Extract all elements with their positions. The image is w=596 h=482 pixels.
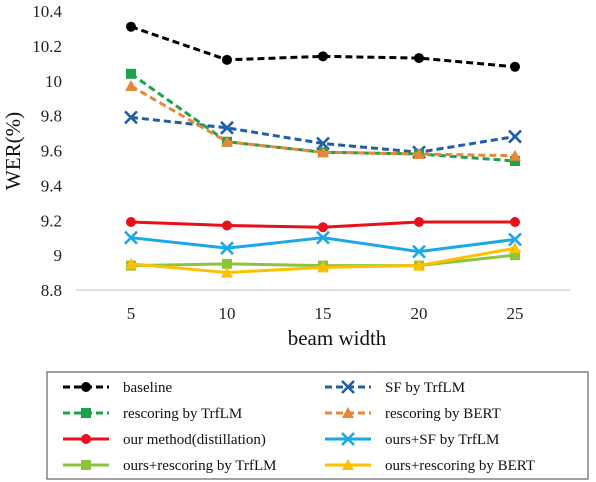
legend-label-ours-sf-by-trflm: ours+SF by TrfLM xyxy=(385,432,499,448)
data-point-ours-rescoring-by-trflm xyxy=(222,258,232,269)
data-point-ours-sf-by-trflm xyxy=(220,241,234,256)
y-tick-label: 10.4 xyxy=(32,2,62,21)
legend-label-rescoring-by-trflm: rescoring by TrfLM xyxy=(123,406,242,422)
data-point-sf-by-trflm xyxy=(124,110,138,125)
y-tick-label: 10 xyxy=(45,72,62,91)
legend-label-baseline: baseline xyxy=(123,380,172,396)
x-tick-label: 5 xyxy=(127,304,136,323)
data-point-ours-rescoring-by-bert xyxy=(413,259,425,271)
data-point-rescoring-by-bert xyxy=(509,149,521,161)
x-axis-title: beam width xyxy=(288,326,387,350)
x-tick-label: 20 xyxy=(411,304,428,323)
data-point-baseline xyxy=(318,51,328,62)
legend-marker-ours-rescoring-by-trflm xyxy=(81,460,91,470)
legend-label-rescoring-by-bert: rescoring by BERT xyxy=(385,406,501,422)
y-tick-label: 9.8 xyxy=(41,107,62,126)
data-point-baseline xyxy=(126,21,136,32)
data-point-baseline xyxy=(222,54,232,65)
y-tick-label: 10.2 xyxy=(32,37,62,56)
data-point-ours-rescoring-by-bert xyxy=(221,266,233,278)
data-point-ours-rescoring-by-trflm xyxy=(510,250,520,261)
series-line-ours-sf-by-trflm xyxy=(130,236,516,254)
legend-label-ours-rescoring-by-trflm: ours+rescoring by TrfLM xyxy=(123,458,276,474)
x-tick-label: 10 xyxy=(219,304,236,323)
x-tick-label: 15 xyxy=(315,304,332,323)
data-point-our-method-distillation xyxy=(222,220,232,231)
x-tick-label: 25 xyxy=(507,304,524,323)
data-point-ours-sf-by-trflm xyxy=(316,230,330,245)
data-point-our-method-distillation xyxy=(126,216,136,227)
series-line-baseline xyxy=(130,25,516,69)
data-point-baseline xyxy=(510,61,520,72)
data-point-rescoring-by-bert xyxy=(125,79,137,91)
data-point-ours-rescoring-by-bert xyxy=(509,242,521,254)
data-point-sf-by-trflm xyxy=(220,120,234,135)
legend-label-sf-by-trflm: SF by TrfLM xyxy=(385,380,465,396)
legend-marker-ours-rescoring-by-bert xyxy=(342,459,354,470)
plot-area: 8.8 9 9.2 9.4 9.6 9.8 10 10.2 10.4 5 10 15 20 25 xyxy=(32,2,570,323)
data-point-rescoring-by-trflm xyxy=(126,68,136,79)
data-point-ours-sf-by-trflm xyxy=(412,244,426,259)
data-point-sf-by-trflm xyxy=(508,129,522,144)
legend-marker-our-method-distillation xyxy=(81,434,91,444)
legend-marker-baseline xyxy=(81,382,91,392)
data-point-rescoring-by-bert xyxy=(317,146,329,158)
data-point-rescoring-by-bert xyxy=(221,135,233,147)
y-tick-label: 9.2 xyxy=(41,211,62,230)
legend-marker-ours-sf-by-trflm xyxy=(341,432,355,446)
data-point-rescoring-by-trflm xyxy=(510,155,520,166)
y-tick-label: 8.8 xyxy=(41,281,62,300)
legend-marker-rescoring-by-trflm xyxy=(81,408,91,418)
y-tick-label: 9.6 xyxy=(41,142,62,161)
legend-marker-sf-by-trflm xyxy=(341,380,355,394)
legend-marker-rescoring-by-bert xyxy=(342,407,354,418)
data-point-ours-sf-by-trflm xyxy=(124,230,138,245)
data-point-our-method-distillation xyxy=(318,222,328,233)
legend: baseline SF by TrfLM rescoring by TrfLM res… xyxy=(63,380,535,474)
legend-box xyxy=(46,371,589,480)
data-point-ours-sf-by-trflm xyxy=(508,232,522,247)
data-point-our-method-distillation xyxy=(414,216,424,227)
legend-label-ours-rescoring-by-bert: ours+rescoring by BERT xyxy=(385,458,535,474)
data-point-our-method-distillation xyxy=(510,216,520,227)
data-point-ours-rescoring-by-bert xyxy=(317,261,329,273)
data-point-rescoring-by-bert xyxy=(413,147,425,159)
legend-label-our-method-distillation: our method(distillation) xyxy=(123,432,266,448)
y-axis-title: WER(%) xyxy=(1,112,25,190)
series-line-rescoring-by-bert xyxy=(130,84,516,158)
y-tick-label: 9.4 xyxy=(41,176,63,195)
data-point-baseline xyxy=(414,53,424,64)
y-tick-label: 9 xyxy=(54,246,63,265)
data-point-ours-rescoring-by-bert xyxy=(125,257,137,269)
